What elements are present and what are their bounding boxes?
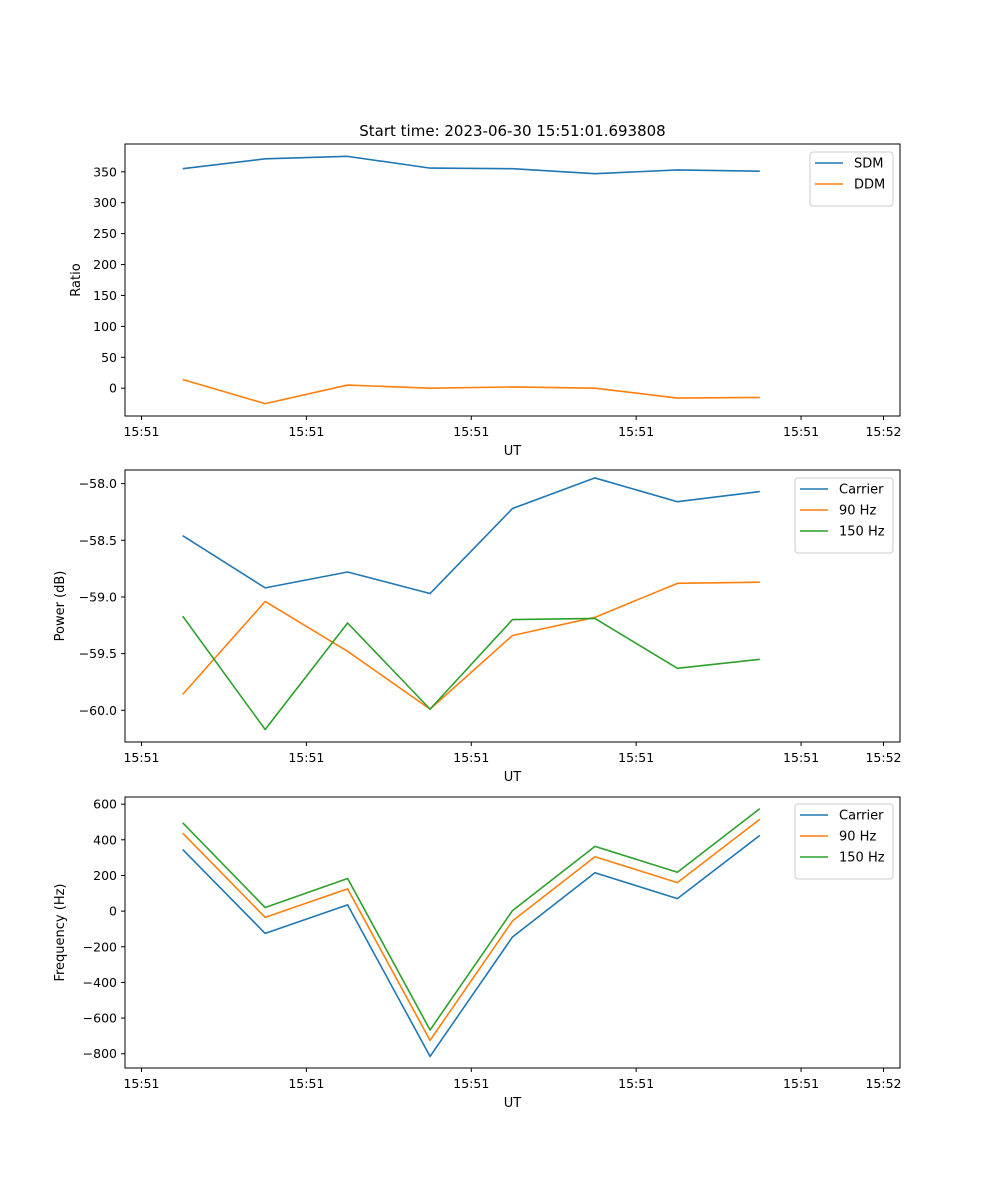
power-series-line-90-hz xyxy=(182,581,760,710)
ratio-x-axis-label: UT xyxy=(504,444,522,459)
frequency-y-axis-label: Frequency (Hz) xyxy=(53,883,68,981)
frequency-x-tick-label: 15:51 xyxy=(783,1076,819,1091)
ratio-legend-label: DDM xyxy=(854,178,885,193)
ratio-y-tick-label: 100 xyxy=(93,319,117,334)
power-x-tick-label: 15:51 xyxy=(453,750,489,765)
ratio-legend-box xyxy=(809,151,894,207)
ratio-x-tick-label: 15:51 xyxy=(618,424,654,439)
frequency-series-line-90-hz xyxy=(182,818,761,1042)
ratio-y-tick-label: 150 xyxy=(93,288,117,303)
power-legend-label: Carrier xyxy=(839,483,884,498)
power-x-tick-label: 15:51 xyxy=(783,750,819,765)
ratio-x-tick-label: 15:51 xyxy=(123,424,159,439)
power-series-line-carrier xyxy=(182,477,760,595)
frequency-x-tick-label: 15:51 xyxy=(288,1076,324,1091)
power-y-tick-label: −58.5 xyxy=(79,533,117,548)
power-series-line-150-hz xyxy=(182,615,760,731)
power-y-tick-label: −58.0 xyxy=(79,476,117,491)
frequency-y-tick-label: 0 xyxy=(109,904,117,919)
power-x-tick-label: 15:52 xyxy=(865,750,901,765)
frequency-legend-label: 90 Hz xyxy=(839,830,876,845)
subplot-ratio: 15:51 15:51 15:51 15:51 15:51 15:52 0 50 100 150 2… xyxy=(69,143,902,459)
power-y-axis-label: Power (dB) xyxy=(53,571,68,642)
power-legend-label: 150 Hz xyxy=(839,525,885,540)
subplot-frequency: 15:51 15:51 15:51 15:51 15:51 15:52 −800 −600 −4… xyxy=(53,796,902,1111)
power-axes-frame xyxy=(124,469,901,743)
power-x-tick-label: 15:51 xyxy=(123,750,159,765)
frequency-y-tick-label: −800 xyxy=(83,1046,117,1061)
power-y-tick-label: −59.0 xyxy=(79,589,117,604)
ratio-y-tick-label: 200 xyxy=(93,257,117,272)
ratio-y-tick-label: 50 xyxy=(101,350,117,365)
frequency-x-tick-label: 15:51 xyxy=(453,1076,489,1091)
frequency-legend-label: Carrier xyxy=(839,809,884,824)
frequency-y-tick-label: −600 xyxy=(83,1011,117,1026)
frequency-y-tick-label: 200 xyxy=(93,868,117,883)
ratio-y-tick-label: 300 xyxy=(93,195,117,210)
power-y-tick-label: −59.5 xyxy=(79,646,117,661)
ratio-y-tick-label: 0 xyxy=(109,381,117,396)
ratio-series-line-ddm xyxy=(182,378,760,405)
frequency-y-tick-label: 600 xyxy=(93,797,117,812)
frequency-legend-box xyxy=(794,803,894,880)
frequency-x-axis-label: UT xyxy=(504,1096,522,1111)
ratio-y-tick-label: 250 xyxy=(93,226,117,241)
frequency-series-line-carrier xyxy=(182,834,761,1058)
frequency-legend-label: 150 Hz xyxy=(839,851,885,866)
ratio-legend: SDM DDM xyxy=(809,151,894,207)
frequency-x-tick-label: 15:52 xyxy=(865,1076,901,1091)
frequency-y-tick-label: −200 xyxy=(83,939,117,954)
power-x-tick-label: 15:51 xyxy=(288,750,324,765)
power-x-axis-label: UT xyxy=(504,770,522,785)
power-y-tick-label: −60.0 xyxy=(79,703,117,718)
ratio-axes-frame xyxy=(124,143,901,417)
frequency-axes-frame xyxy=(124,796,901,1069)
ratio-series-line-sdm xyxy=(182,155,760,175)
power-legend-label: 90 Hz xyxy=(839,504,876,519)
ratio-legend-label: SDM xyxy=(854,157,883,172)
ratio-x-tick-label: 15:51 xyxy=(453,424,489,439)
frequency-y-tick-label: −400 xyxy=(83,975,117,990)
subplot-power: 15:51 15:51 15:51 15:51 15:51 15:52 −60.0 −59.5… xyxy=(53,469,902,785)
frequency-legend: Carrier 90 Hz 150 Hz xyxy=(794,803,894,880)
frequency-x-tick-label: 15:51 xyxy=(123,1076,159,1091)
frequency-y-tick-label: 400 xyxy=(93,832,117,847)
frequency-series-line-150-hz xyxy=(182,807,761,1031)
power-legend-box xyxy=(794,477,894,554)
ratio-y-tick-label: 350 xyxy=(93,164,117,179)
ratio-x-tick-label: 15:52 xyxy=(865,424,901,439)
power-x-tick-label: 15:51 xyxy=(618,750,654,765)
figure-title: Start time: 2023-06-30 15:51:01.693808 xyxy=(359,122,665,140)
ratio-x-tick-label: 15:51 xyxy=(783,424,819,439)
power-legend: Carrier 90 Hz 150 Hz xyxy=(794,477,894,554)
ratio-x-tick-label: 15:51 xyxy=(288,424,324,439)
ratio-y-axis-label: Ratio xyxy=(69,263,84,296)
frequency-x-tick-label: 15:51 xyxy=(618,1076,654,1091)
